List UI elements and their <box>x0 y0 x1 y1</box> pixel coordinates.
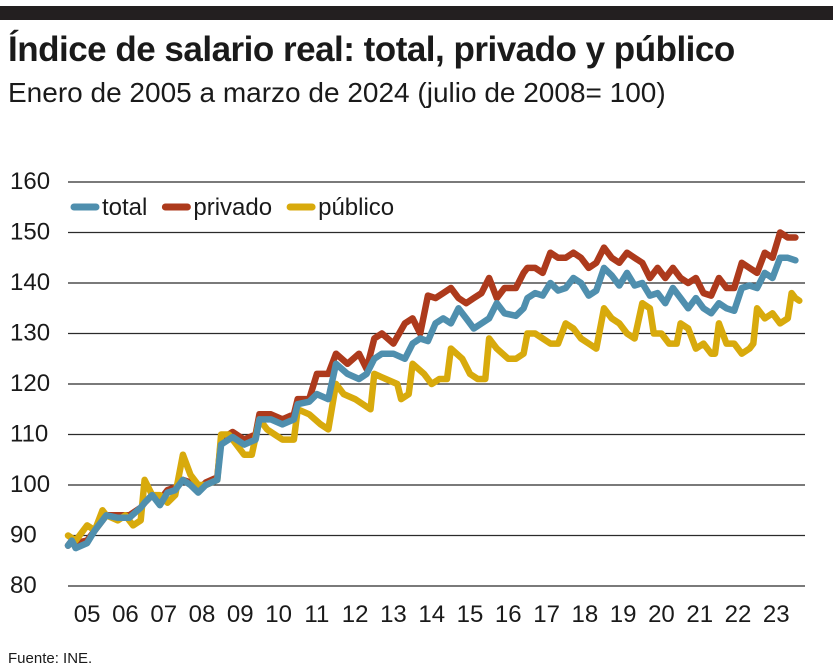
series-line-total <box>64 254 799 552</box>
y-tick-label: 130 <box>10 320 50 347</box>
x-tick-label: 11 <box>304 601 329 628</box>
legend: total privado público <box>70 194 394 221</box>
top-rule <box>0 6 833 20</box>
x-tick-label: 20 <box>648 601 675 628</box>
x-tick-label: 17 <box>533 601 560 628</box>
x-tick-label: 19 <box>610 601 637 628</box>
x-tick-label: 23 <box>763 601 790 628</box>
series-line-privado <box>64 229 799 549</box>
y-tick-label: 120 <box>10 370 50 397</box>
series-lines <box>64 229 803 552</box>
y-axis: 160 150 140 130 120 110 100 90 80 <box>10 168 50 599</box>
chart-title: Índice de salario real: total, privado y… <box>8 30 735 69</box>
chart-subtitle: Enero de 2005 a marzo de 2024 (julio de … <box>8 77 666 108</box>
x-tick-label: 06 <box>112 601 139 628</box>
y-tick-label: 110 <box>10 421 48 448</box>
x-tick-label: 22 <box>725 601 752 628</box>
y-tick-label: 80 <box>10 572 37 599</box>
y-tick-label: 90 <box>10 522 37 549</box>
x-tick-label: 13 <box>380 601 407 628</box>
series-line-publico <box>64 289 803 544</box>
x-tick-label: 12 <box>342 601 369 628</box>
source-note: Fuente: INE. <box>8 650 93 667</box>
x-tick-label: 18 <box>572 601 599 628</box>
x-tick-label: 08 <box>189 601 216 628</box>
y-tick-label: 100 <box>10 471 50 498</box>
y-tick-label: 150 <box>10 219 50 246</box>
legend-label-privado: privado <box>193 194 272 221</box>
x-tick-label: 05 <box>74 601 101 628</box>
legend-label-publico: público <box>318 194 394 221</box>
y-tick-label: 140 <box>10 269 50 296</box>
x-tick-label: 14 <box>418 601 445 628</box>
x-tick-label: 21 <box>686 601 713 628</box>
y-tick-label: 160 <box>10 168 50 195</box>
line-chart: 160 150 140 130 120 110 100 90 80 05 06 07 08 09 10 11… <box>10 168 805 628</box>
x-tick-label: 07 <box>150 601 177 628</box>
x-tick-label: 16 <box>495 601 522 628</box>
x-tick-label: 15 <box>457 601 484 628</box>
x-tick-label: 10 <box>265 601 292 628</box>
x-tick-label: 09 <box>227 601 254 628</box>
legend-label-total: total <box>102 194 147 221</box>
x-axis: 05 06 07 08 09 10 11 12 13 14 15 16 17 18 19 20 21 22 23 <box>74 601 790 628</box>
